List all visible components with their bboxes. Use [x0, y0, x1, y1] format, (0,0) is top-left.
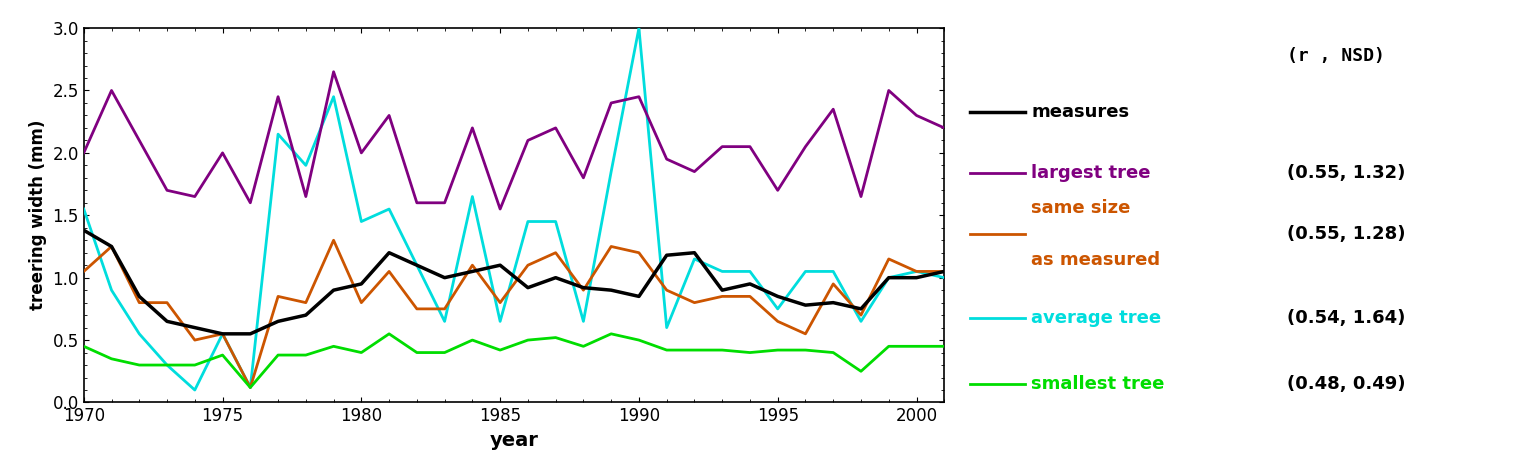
Text: (0.55, 1.32): (0.55, 1.32) [1287, 164, 1406, 182]
Text: (0.48, 0.49): (0.48, 0.49) [1287, 375, 1406, 393]
Text: same size: same size [1031, 199, 1130, 217]
Text: as measured: as measured [1031, 251, 1161, 269]
X-axis label: year: year [489, 431, 539, 450]
Text: (0.54, 1.64): (0.54, 1.64) [1287, 309, 1406, 327]
Text: (0.55, 1.28): (0.55, 1.28) [1287, 225, 1406, 243]
Text: largest tree: largest tree [1031, 164, 1150, 182]
Text: (r , NSD): (r , NSD) [1287, 47, 1384, 65]
Text: measures: measures [1031, 103, 1129, 121]
Text: average tree: average tree [1031, 309, 1161, 327]
Y-axis label: treering width (mm): treering width (mm) [29, 120, 47, 310]
Text: smallest tree: smallest tree [1031, 375, 1165, 393]
